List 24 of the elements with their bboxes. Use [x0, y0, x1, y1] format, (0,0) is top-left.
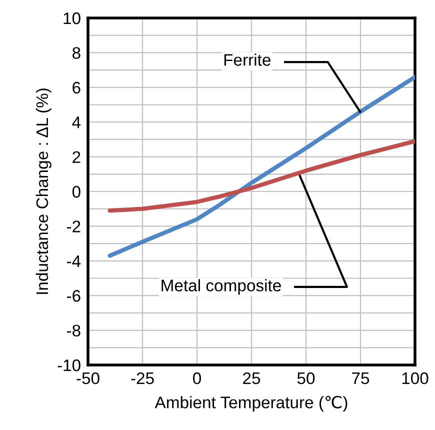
x-tick-label: 25 [243, 372, 260, 384]
y-tick-label: -6 [66, 290, 80, 302]
x-tick-label: -25 [131, 372, 154, 384]
y-tick-label: -8 [66, 324, 80, 337]
y-tick-label: 0 [72, 186, 80, 198]
x-tick-label: 75 [352, 372, 370, 384]
y-tick-label: 2 [72, 151, 80, 163]
x-tick-label: -50 [76, 372, 100, 384]
y-axis-title: Inductance Change : ΔL (%) [36, 88, 52, 294]
y-tick-label: 4 [72, 116, 81, 128]
text: Ferrite [224, 54, 270, 66]
y-tick-label: 10 [64, 12, 80, 24]
y-tick-label: -2 [66, 220, 80, 232]
x-tick-label: 0 [193, 372, 201, 384]
y-tick-label: -4 [66, 255, 81, 267]
x-axis-title: Ambient Temperature (℃) [154, 396, 348, 412]
x-tick-label: 50 [297, 372, 315, 384]
y-tick-label: 6 [72, 82, 80, 94]
y-tick-label: 8 [72, 47, 80, 59]
x-tick-label: 100 [402, 372, 428, 384]
line-series [108, 74, 415, 258]
text: Metal composite [162, 279, 281, 295]
y-tick-label: -10 [58, 359, 80, 372]
line-series [108, 139, 415, 213]
